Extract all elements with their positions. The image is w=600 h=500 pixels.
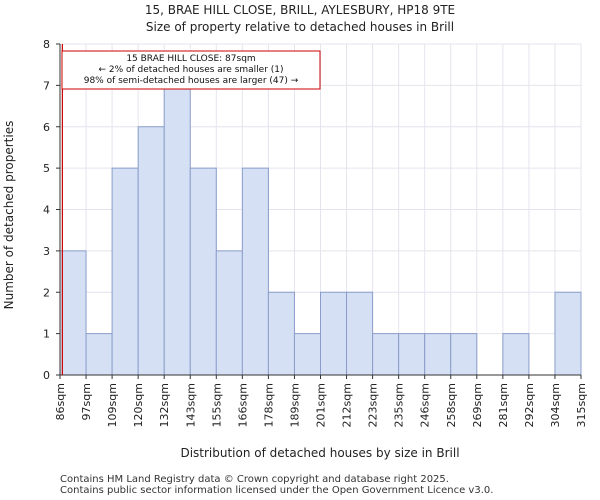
x-tick-label: 212sqm bbox=[341, 383, 354, 427]
x-tick-label: 258sqm bbox=[445, 383, 458, 427]
annotation-line-1: 15 BRAE HILL CLOSE: 87sqm bbox=[126, 54, 255, 64]
bar bbox=[137, 126, 165, 376]
bar bbox=[398, 333, 426, 376]
y-tick-label: 2 bbox=[43, 286, 50, 299]
bar bbox=[215, 250, 243, 376]
bar bbox=[267, 291, 295, 376]
bar bbox=[59, 250, 87, 376]
x-tick-label: 86sqm bbox=[54, 383, 67, 420]
y-tick-label: 3 bbox=[43, 245, 50, 258]
footer-line-2: Contains public sector information licen… bbox=[60, 485, 494, 496]
bars bbox=[59, 84, 582, 376]
x-tick-label: 292sqm bbox=[523, 383, 536, 427]
x-tick-label: 166sqm bbox=[236, 383, 249, 427]
x-tick-label: 235sqm bbox=[393, 383, 406, 427]
y-tick-label: 1 bbox=[43, 328, 50, 341]
bar bbox=[424, 333, 452, 376]
bar bbox=[163, 84, 191, 376]
bar bbox=[111, 167, 139, 376]
x-tick-label: 281sqm bbox=[497, 383, 510, 427]
y-tick-label: 0 bbox=[43, 369, 50, 382]
annotation-box: 15 BRAE HILL CLOSE: 87sqm ← 2% of detach… bbox=[61, 50, 321, 90]
x-tick-label: 246sqm bbox=[419, 383, 432, 427]
annotation-rect bbox=[61, 50, 321, 90]
x-axis-label: Distribution of detached houses by size … bbox=[180, 446, 459, 460]
bar bbox=[554, 291, 582, 376]
bar bbox=[372, 333, 400, 376]
y-tick-label: 7 bbox=[43, 79, 50, 92]
x-tick-label: 120sqm bbox=[132, 383, 145, 427]
x-tick-label: 143sqm bbox=[184, 383, 197, 427]
y-tick-label: 5 bbox=[43, 162, 50, 175]
x-tick-label: 304sqm bbox=[549, 383, 562, 427]
y-tick-label: 4 bbox=[43, 204, 50, 217]
x-tick-label: 97sqm bbox=[80, 383, 93, 420]
x-tick-label: 178sqm bbox=[262, 383, 275, 427]
bar bbox=[502, 333, 530, 376]
chart-title: 15, BRAE HILL CLOSE, BRILL, AYLESBURY, H… bbox=[144, 3, 456, 17]
bar bbox=[189, 167, 217, 376]
bar bbox=[450, 333, 478, 376]
bar bbox=[293, 333, 322, 376]
y-axis-label: Number of detached properties bbox=[2, 121, 16, 310]
chart-subtitle: Size of property relative to detached ho… bbox=[145, 20, 455, 34]
x-tick-label: 201sqm bbox=[315, 383, 328, 427]
bar bbox=[320, 291, 348, 376]
footer-line-1: Contains HM Land Registry data © Crown c… bbox=[60, 474, 449, 485]
x-tick-label: 155sqm bbox=[210, 383, 223, 427]
x-tick-label: 223sqm bbox=[367, 383, 380, 427]
y-tick-label: 6 bbox=[43, 121, 50, 134]
tick-labels: 0 1 2 3 4 5 6 7 8 86sqm 97sqm 109sqm 120sqm 132sqm 143… bbox=[43, 38, 588, 427]
bar bbox=[346, 291, 374, 376]
x-tick-label: 189sqm bbox=[288, 383, 301, 427]
annotation-line-2: ← 2% of detached houses are smaller (1) bbox=[98, 65, 283, 75]
x-tick-label: 109sqm bbox=[106, 383, 119, 427]
x-tick-label: 269sqm bbox=[471, 383, 484, 427]
x-tick-label: 315sqm bbox=[575, 383, 588, 427]
bar bbox=[85, 333, 113, 376]
annotation-line-3: 98% of semi-detached houses are larger (… bbox=[84, 76, 299, 86]
y-tick-label: 8 bbox=[43, 38, 50, 51]
bar bbox=[241, 167, 269, 376]
x-tick-label: 132sqm bbox=[158, 383, 171, 427]
